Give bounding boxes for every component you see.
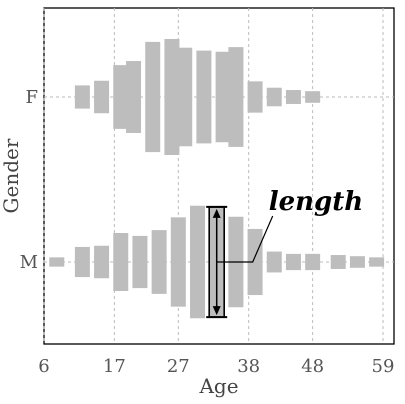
bar-m	[190, 205, 206, 319]
bar-m	[49, 257, 65, 267]
y-tick-labels: FM	[20, 87, 38, 273]
bar-f	[215, 51, 231, 143]
x-tick-label: 48	[301, 356, 324, 377]
bar-f	[305, 91, 321, 103]
bar-f	[94, 80, 110, 114]
bar-m	[369, 257, 385, 267]
x-axis-title: Age	[198, 374, 238, 398]
x-tick-label: 38	[237, 356, 260, 377]
length-annotation: length	[206, 187, 363, 319]
bars-group	[49, 39, 385, 319]
arrowhead-up-icon	[212, 208, 221, 218]
annotation-label: length	[269, 187, 363, 217]
bar-m	[285, 253, 301, 271]
bar-f	[177, 47, 193, 147]
bar-f	[228, 47, 244, 147]
bar-m	[247, 228, 263, 296]
x-tick-label: 17	[103, 356, 126, 377]
bar-m	[266, 251, 282, 273]
bar-m	[74, 246, 90, 278]
bar-f	[113, 65, 129, 129]
bar-m	[151, 230, 167, 294]
arrowhead-down-icon	[212, 306, 221, 316]
bar-f	[196, 50, 212, 144]
bar-m	[330, 255, 346, 269]
annotation-leader-line	[216, 215, 274, 263]
bar-m	[170, 217, 186, 307]
bar-m	[132, 235, 148, 289]
y-tick-label: M	[20, 252, 38, 273]
x-tick-label: 6	[38, 356, 49, 377]
bar-f	[164, 39, 180, 155]
bar-f	[266, 87, 282, 107]
bar-f	[247, 81, 263, 113]
x-tick-labels: 6 17 27 38 48 59	[38, 356, 394, 377]
y-tick-label: F	[26, 87, 39, 108]
bar-f	[74, 85, 90, 109]
bar-m	[305, 253, 321, 271]
bar-f	[285, 90, 301, 104]
x-tick-label: 27	[167, 356, 190, 377]
x-tick-label: 59	[372, 356, 395, 377]
bar-m	[349, 256, 365, 268]
bar-m	[113, 233, 129, 291]
bar-f	[145, 41, 161, 153]
y-axis-title: Gender	[0, 138, 23, 213]
bar-f	[126, 61, 142, 133]
bar-m	[94, 245, 110, 279]
